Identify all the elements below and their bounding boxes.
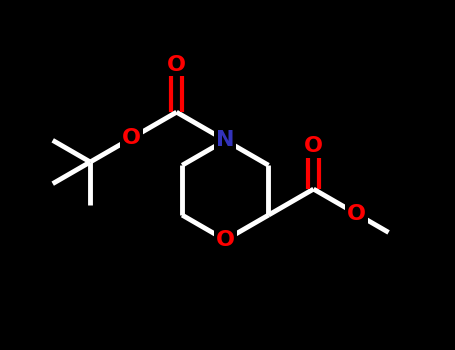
Text: O: O: [347, 204, 366, 224]
Text: O: O: [167, 55, 186, 75]
Text: O: O: [304, 136, 323, 156]
Text: N: N: [216, 130, 235, 150]
Text: O: O: [122, 128, 141, 148]
Text: O: O: [216, 230, 235, 250]
